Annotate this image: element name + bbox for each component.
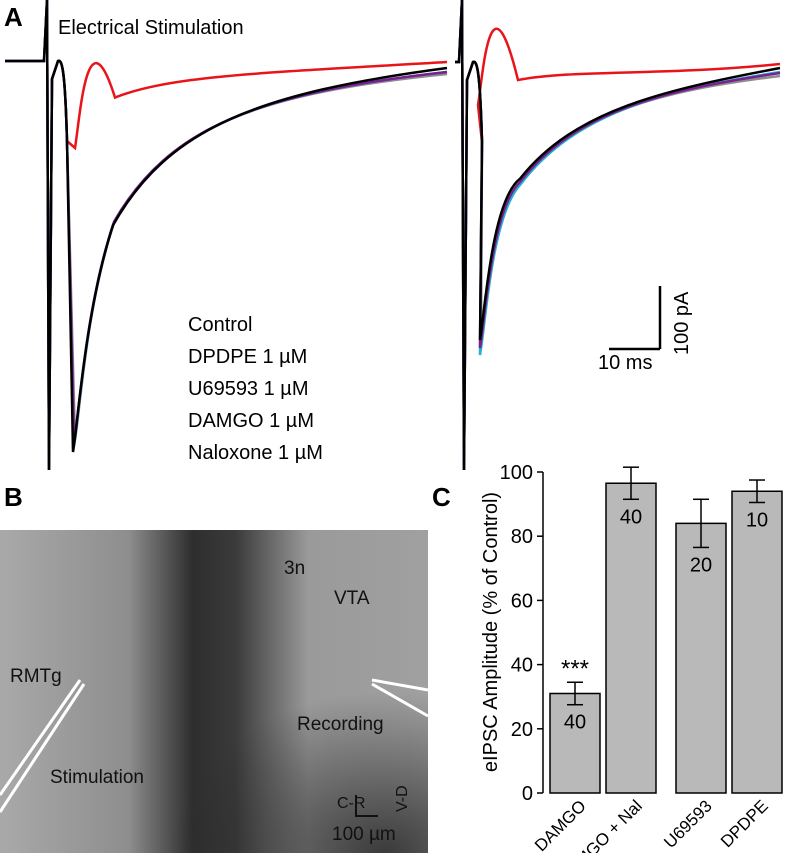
region-label: 3n	[284, 558, 305, 579]
stim-electrode	[0, 679, 86, 813]
panel-title: Electrical Stimulation	[58, 17, 244, 39]
y-tick-label: 40	[511, 655, 533, 677]
scale-label: 100 µm	[332, 824, 396, 845]
bar	[549, 692, 601, 794]
y-tick-label: 100	[500, 462, 533, 484]
trace	[455, 0, 781, 471]
trace	[455, 0, 781, 471]
x-tick-label: DAMGO	[531, 796, 590, 853]
legend-entry: U69593 1 µM	[188, 378, 308, 400]
trace	[455, 0, 781, 471]
trace	[455, 0, 781, 471]
y-tick-label: 20	[511, 719, 533, 741]
n-label: 40	[564, 712, 586, 734]
rec-label: Recording	[297, 714, 384, 735]
legend-entry: Naloxone 1 µM	[188, 442, 323, 464]
legend-entry: Control	[188, 314, 252, 336]
y-tick-label: 0	[522, 783, 533, 805]
legend-entry: DPDPE 1 µM	[188, 346, 307, 368]
axis-label: V-D	[394, 785, 411, 812]
scale-y-label: 100 pA	[671, 291, 693, 355]
n-label: 10	[746, 509, 768, 531]
stim-label: Stimulation	[50, 767, 144, 788]
legend-entry: DAMGO 1 µM	[188, 410, 314, 432]
n-label: 40	[620, 506, 642, 528]
legend: Control DPDPE 1 µM U69593 1 µM DAMGO 1 µM Na…	[188, 314, 323, 464]
panel-label: C	[432, 482, 451, 512]
traces	[5, 0, 781, 471]
rec-electrode	[371, 678, 429, 718]
bar	[731, 490, 783, 794]
y-axis-label: eIPSC Amplitude (% of Control)	[480, 492, 502, 772]
bar	[605, 482, 657, 794]
y-tick-label: 60	[511, 590, 533, 612]
scale-bar	[355, 795, 378, 817]
axis-label: C-R	[337, 795, 365, 812]
x-tick-label: DPDPE	[717, 796, 772, 851]
region-label: VTA	[334, 588, 370, 609]
n-label: 20	[690, 554, 712, 576]
y-tick-label: 80	[511, 526, 533, 548]
scale-x-label: 10 ms	[598, 352, 652, 374]
x-tick-label: U69593	[660, 796, 716, 852]
panel-label: B	[4, 482, 23, 512]
trace	[455, 0, 781, 471]
panel-label: A	[4, 2, 23, 32]
region-label: RMTg	[10, 666, 62, 687]
annotation: ***	[561, 655, 589, 682]
trace	[5, 0, 448, 471]
